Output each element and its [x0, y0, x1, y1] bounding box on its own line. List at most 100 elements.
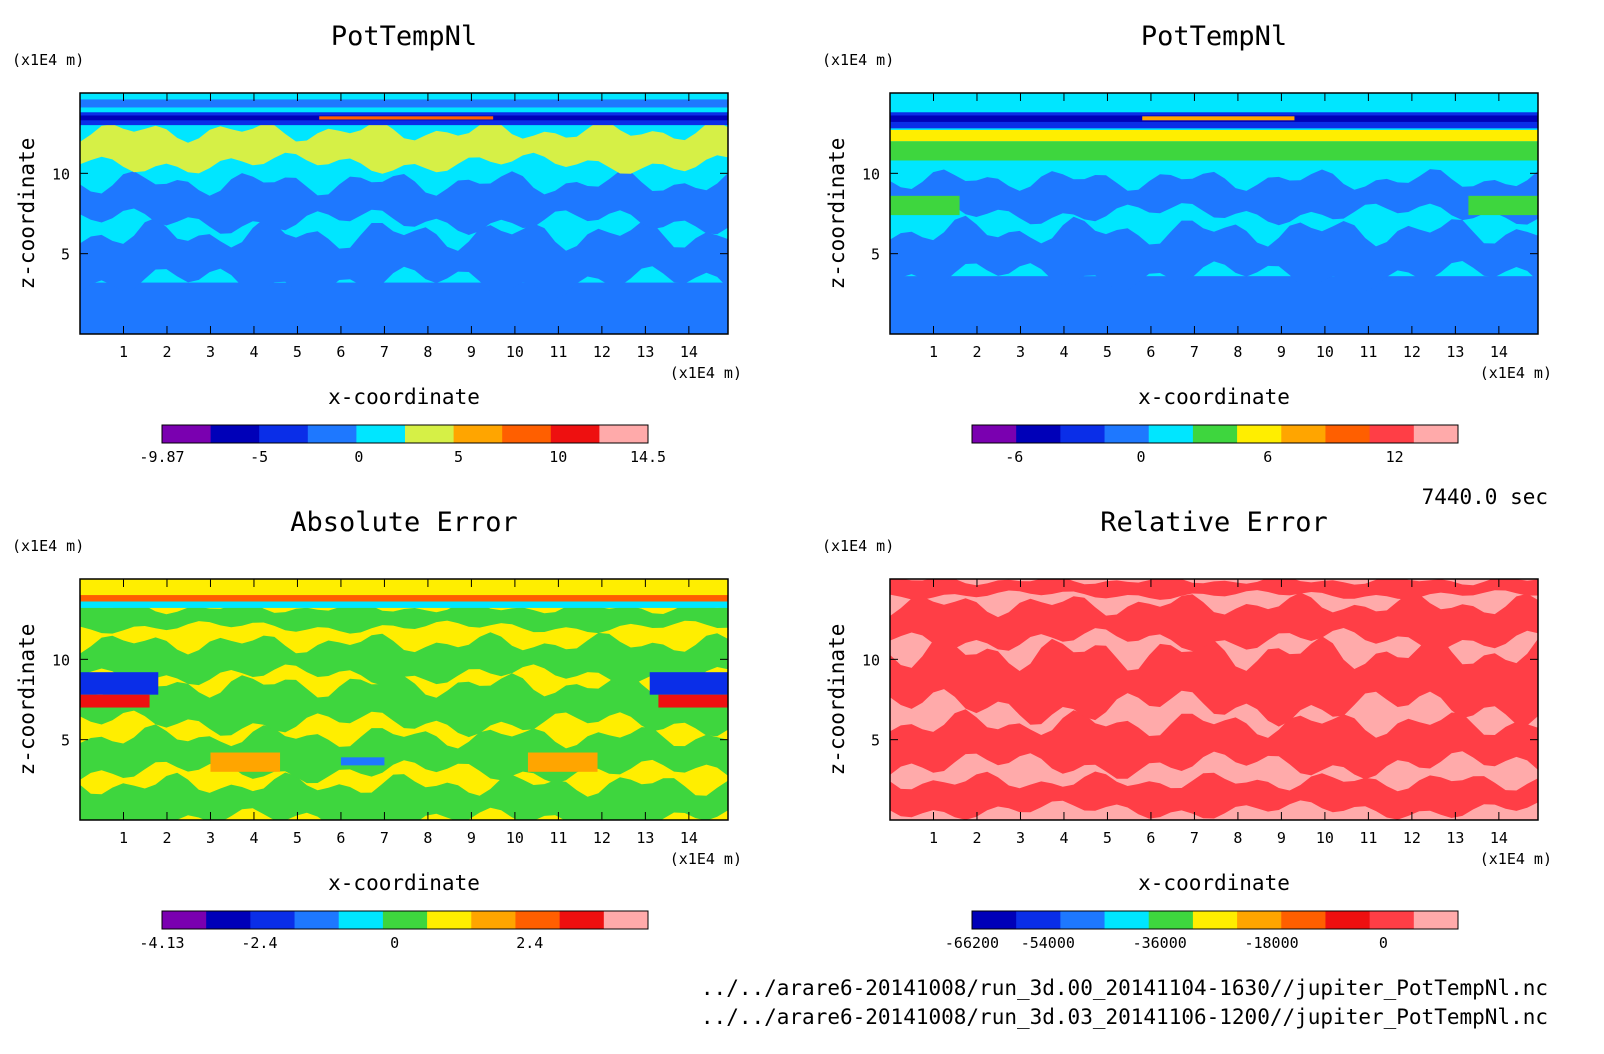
colorbar-tick-label: -6	[1005, 448, 1023, 466]
colorbar-swatch	[972, 425, 1017, 443]
field-region	[80, 217, 728, 299]
colorbar-swatch	[382, 911, 428, 929]
field-3	[80, 579, 728, 820]
y-tick-label: 5	[871, 732, 880, 750]
x-tick-label: 1	[119, 343, 128, 361]
colorbar-swatch	[427, 911, 472, 929]
x-tick-label: 8	[1233, 829, 1242, 847]
colorbar-frame	[161, 424, 649, 444]
x-tick-label: 4	[249, 343, 258, 361]
x-tick-label: 11	[549, 343, 567, 361]
x-tick-label: 3	[1016, 343, 1025, 361]
colorbar-tick-label: 2.4	[516, 934, 543, 952]
colorbar-tick-label: -66200	[945, 934, 999, 952]
colorbar-tick-label: -4.13	[139, 934, 184, 952]
x-tick-label: 7	[1190, 343, 1199, 361]
field-region	[890, 592, 1538, 652]
x-tick-label: 5	[293, 829, 302, 847]
x-tick-label: 8	[423, 343, 432, 361]
y-unit-label: (x1E4 m)	[822, 51, 894, 69]
y-tick-label: 10	[862, 651, 880, 669]
colorbar-tick-label: 6	[1263, 448, 1272, 466]
x-tick-label: 6	[336, 343, 345, 361]
colorbar-swatch	[250, 911, 296, 929]
colorbar-swatch	[1369, 911, 1415, 929]
colorbar-swatch	[1060, 425, 1106, 443]
colorbar-swatch	[1016, 425, 1061, 443]
field-region	[210, 752, 281, 772]
x-tick-label: 10	[506, 829, 524, 847]
x-axis-label: x-coordinate	[328, 385, 480, 409]
x-unit-label: (x1E4 m)	[1480, 850, 1552, 868]
field-2	[890, 93, 1538, 334]
colorbar-swatch	[502, 425, 552, 443]
field-region	[80, 694, 150, 708]
field-region	[80, 120, 728, 174]
x-tick-label: 6	[1146, 829, 1155, 847]
field-region	[890, 635, 1538, 727]
field-region	[80, 672, 159, 695]
y-tick-label: 5	[61, 732, 70, 750]
x-tick-label: 12	[1403, 343, 1421, 361]
x-tick-label: 7	[380, 829, 389, 847]
x-tick-label: 9	[1277, 829, 1286, 847]
colorbar-frame	[161, 910, 649, 930]
y-tick-label: 10	[862, 165, 880, 183]
colorbar-swatch	[1192, 425, 1238, 443]
colorbar-swatch	[162, 911, 207, 929]
colorbar-swatch	[210, 425, 260, 443]
x-tick-label: 1	[119, 829, 128, 847]
x-tick-label: 2	[162, 343, 171, 361]
colorbar-tick-label: 0	[1379, 934, 1388, 952]
field-region	[80, 170, 728, 235]
colorbar-tick-label: -2.4	[241, 934, 277, 952]
time-label: 7440.0 sec	[1422, 485, 1548, 509]
field-region	[80, 599, 728, 608]
colorbar-swatch	[972, 911, 1017, 929]
field-4	[890, 579, 1538, 820]
x-tick-label: 3	[1016, 829, 1025, 847]
y-tick-label: 5	[61, 246, 70, 264]
x-tick-label: 3	[206, 343, 215, 361]
x-tick-label: 6	[336, 829, 345, 847]
colorbar-tick-label: -9.87	[139, 448, 184, 466]
x-unit-label: (x1E4 m)	[670, 364, 742, 382]
colorbar-swatch	[294, 911, 340, 929]
field-region	[80, 282, 728, 334]
colorbar-tick-label: 10	[549, 448, 567, 466]
colorbar-tick-label: -5	[250, 448, 268, 466]
colorbar-swatch	[603, 911, 649, 929]
field-region	[80, 601, 728, 634]
colorbar-tick-label: 0	[390, 934, 399, 952]
colorbar-swatch	[1237, 425, 1282, 443]
colorbar-swatch	[307, 425, 357, 443]
field-region	[1142, 116, 1295, 121]
field-region	[80, 595, 728, 602]
x-tick-label: 13	[1446, 829, 1464, 847]
field-region	[649, 672, 728, 695]
plot-frame	[889, 578, 1539, 821]
colorbar-frame	[971, 910, 1459, 930]
colorbar-swatch	[1060, 911, 1106, 929]
x-tick-label: 8	[423, 829, 432, 847]
x-tick-label: 4	[249, 829, 258, 847]
x-tick-label: 1	[929, 829, 938, 847]
x-tick-label: 1	[929, 343, 938, 361]
x-tick-label: 14	[680, 343, 698, 361]
colorbar-swatch	[471, 911, 516, 929]
x-tick-label: 9	[1277, 343, 1286, 361]
chart-title: Absolute Error	[290, 507, 518, 538]
x-axis-label: x-coordinate	[1138, 871, 1290, 895]
x-tick-label: 7	[1190, 829, 1199, 847]
colorbar-swatch	[259, 425, 309, 443]
colorbar-swatch	[1369, 425, 1415, 443]
y-tick-label: 10	[52, 165, 70, 183]
x-tick-label: 9	[467, 829, 476, 847]
x-tick-label: 5	[1103, 343, 1112, 361]
colorbar-swatch	[1192, 911, 1238, 929]
colorbar-swatch	[1016, 911, 1061, 929]
colorbar-swatch	[1281, 425, 1326, 443]
